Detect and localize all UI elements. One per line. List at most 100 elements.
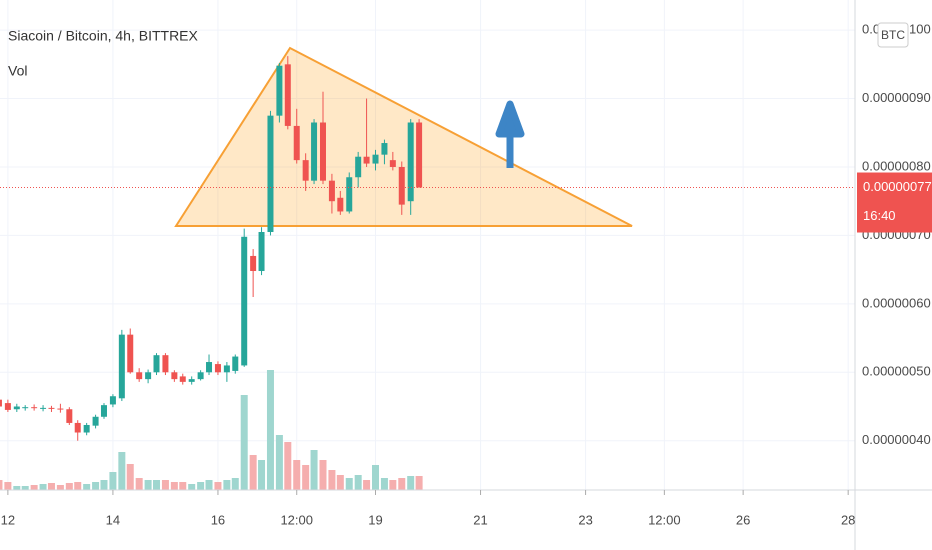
volume-bar [109, 472, 117, 490]
candle-body [206, 362, 213, 373]
x-tick-label: 21 [473, 512, 487, 527]
volume-bar [266, 370, 274, 490]
volume-bar [380, 478, 388, 490]
candle-layer [0, 56, 423, 441]
volume-bar [135, 478, 143, 490]
candle-body [267, 115, 274, 232]
volume-bar [161, 480, 169, 490]
candle-body [13, 406, 20, 410]
currency-box [877, 22, 909, 48]
candle-body [162, 355, 169, 373]
candle-body [109, 396, 116, 405]
volume-bar [231, 478, 239, 490]
candle-body [389, 160, 396, 167]
candle-body [398, 166, 405, 205]
candle-body [363, 156, 370, 164]
volume-bar [398, 478, 406, 490]
volume-bar [389, 480, 397, 490]
candle-body [22, 407, 29, 409]
candle-body [48, 407, 55, 409]
volume-bar [223, 480, 231, 490]
candle-body [407, 122, 414, 202]
volume-bar [39, 484, 47, 490]
volume-bar [302, 465, 310, 490]
currency-label: BTC [881, 28, 905, 42]
up-arrow [495, 100, 525, 168]
volume-bar [100, 480, 108, 490]
x-tick-label: 19 [368, 512, 382, 527]
volume-bar [74, 482, 82, 490]
volume-bar [118, 452, 126, 490]
volume-bar [188, 484, 196, 490]
x-tick-label: 28 [841, 512, 855, 527]
volume-bar [205, 480, 213, 490]
candle-body [241, 236, 248, 366]
candle-body [57, 408, 64, 410]
volume-bar [83, 484, 91, 490]
candle-body [179, 376, 186, 382]
candle-body [74, 422, 81, 433]
chart-title: Siacoin / Bitcoin, 4h, BITTREX [8, 28, 199, 44]
volume-bar [328, 470, 336, 490]
y-tick-label: 0.00000080 [862, 158, 931, 173]
candle-body [284, 64, 291, 126]
volume-bar [197, 482, 205, 490]
countdown-label: 16:40 [863, 208, 896, 223]
candle-body [92, 416, 99, 426]
candle-body [232, 356, 239, 371]
candle-body [171, 372, 178, 380]
candle-body [0, 399, 2, 407]
volume-bar [56, 485, 64, 490]
x-tick-label: 12:00 [648, 512, 681, 527]
candle-body [302, 160, 309, 181]
volume-bar [21, 486, 29, 490]
grid [0, 0, 855, 490]
candle-body [188, 379, 195, 382]
volume-bar [415, 476, 423, 490]
volume-bar [336, 475, 344, 490]
y-tick-label: 0.00000040 [862, 432, 931, 447]
volume-bar [372, 465, 380, 490]
candle-body [197, 372, 204, 380]
x-tick-label: 14 [106, 512, 120, 527]
volume-bar [249, 455, 257, 490]
last-price-label: 0.00000077 [863, 179, 932, 194]
volume-bar [258, 460, 266, 490]
candle-body [31, 407, 38, 409]
x-tick-label: 12:00 [280, 512, 313, 527]
volume-bar [179, 482, 187, 490]
volume-bar [363, 480, 371, 490]
volume-bar [407, 476, 415, 490]
volume-bar [30, 485, 38, 490]
volume-bar [293, 460, 301, 490]
candle-body [276, 65, 283, 116]
volume-bar [65, 483, 73, 490]
candle-body [372, 154, 379, 164]
candle-body [328, 180, 335, 202]
volume-bar [240, 395, 248, 490]
volume-bar [13, 486, 21, 490]
volume-bar [126, 464, 134, 490]
volume-bar [47, 483, 55, 490]
candle-body [293, 125, 300, 161]
volume-bar [310, 450, 318, 490]
volume-bar [275, 435, 283, 490]
x-tick-label: 23 [578, 512, 592, 527]
axes: 0.000000400.000000500.000000600.00000070… [1, 22, 932, 527]
volume-bar [345, 478, 353, 490]
last-price-box [857, 172, 932, 233]
candle-body [4, 403, 11, 410]
candle-body [311, 122, 318, 181]
volume-bar [284, 442, 292, 490]
candle-body [258, 231, 265, 272]
candle-body [416, 122, 423, 188]
x-tick-label: 12 [1, 512, 15, 527]
volume-label: Vol [8, 63, 27, 79]
candle-body [100, 405, 107, 417]
candle-body [118, 334, 125, 399]
y-tick-label: 0.00000060 [862, 295, 931, 310]
candle-body [346, 177, 353, 212]
